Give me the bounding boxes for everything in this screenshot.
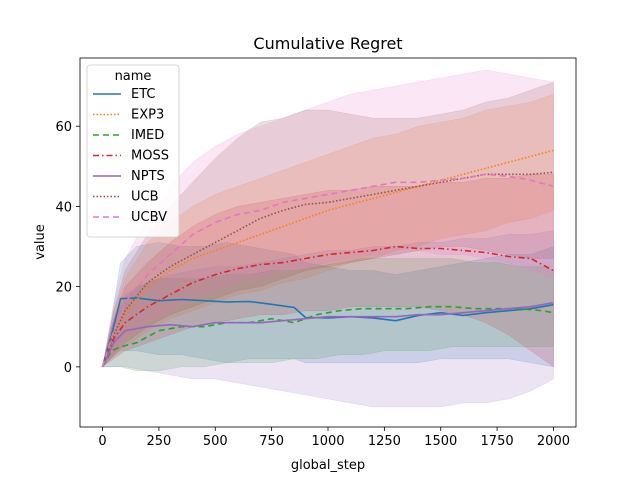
series-line-moss: [101, 245, 554, 368]
legend-label-npts: NPTS: [131, 169, 165, 184]
y-tick-label: 60: [55, 120, 72, 135]
y-tick-label: 0: [64, 361, 72, 376]
x-axis-label: global_step: [291, 458, 365, 473]
band-etc: [102, 242, 554, 368]
band-ucb: [102, 81, 554, 368]
band-moss: [102, 174, 554, 368]
x-tick-label: 500: [203, 434, 228, 449]
y-axis-label: value: [33, 224, 48, 260]
legend-label-moss: MOSS: [131, 149, 169, 164]
x-tick-label: 2000: [537, 434, 570, 449]
x-tick-label: 1750: [481, 434, 514, 449]
series-line-exp3: [101, 149, 554, 368]
legend-label-imed: IMED: [131, 128, 164, 143]
series-line-npts: [101, 301, 554, 368]
legend-items: ETC EXP3 IMED MOSS NPTS UCB UCBV: [93, 87, 169, 225]
band-exp3: [102, 93, 554, 368]
legend-label-exp3: EXP3: [131, 108, 164, 123]
series-lines: [101, 149, 554, 368]
x-tick-label: 1250: [368, 434, 401, 449]
x-tick-label: 0: [98, 434, 106, 449]
legend: name ETC EXP3 IMED MOSS NPTS UCB UCBV: [86, 64, 180, 238]
legend-label-ucbv: UCBV: [131, 210, 167, 225]
legend-title: name: [115, 69, 152, 84]
series-line-ucbv: [101, 173, 554, 368]
band-ucbv: [102, 69, 554, 368]
legend-label-etc: ETC: [131, 87, 155, 102]
x-tick-label: 1500: [424, 434, 457, 449]
y-axis: 0 20 40 60: [55, 120, 80, 376]
chart-title: Cumulative Regret: [253, 34, 402, 53]
series-line-imed: [101, 305, 554, 368]
legend-label-ucb: UCB: [131, 190, 159, 205]
x-axis: 0 250 500 750 1000 1250 1500 1750 2000: [98, 427, 570, 449]
y-tick-label: 40: [55, 200, 72, 215]
x-tick-label: 1000: [311, 434, 344, 449]
series-line-etc: [101, 297, 554, 368]
x-tick-label: 750: [259, 434, 284, 449]
band-imed: [102, 258, 554, 372]
y-tick-label: 20: [55, 281, 72, 296]
legend-box: [86, 64, 180, 238]
x-tick-label: 250: [146, 434, 171, 449]
